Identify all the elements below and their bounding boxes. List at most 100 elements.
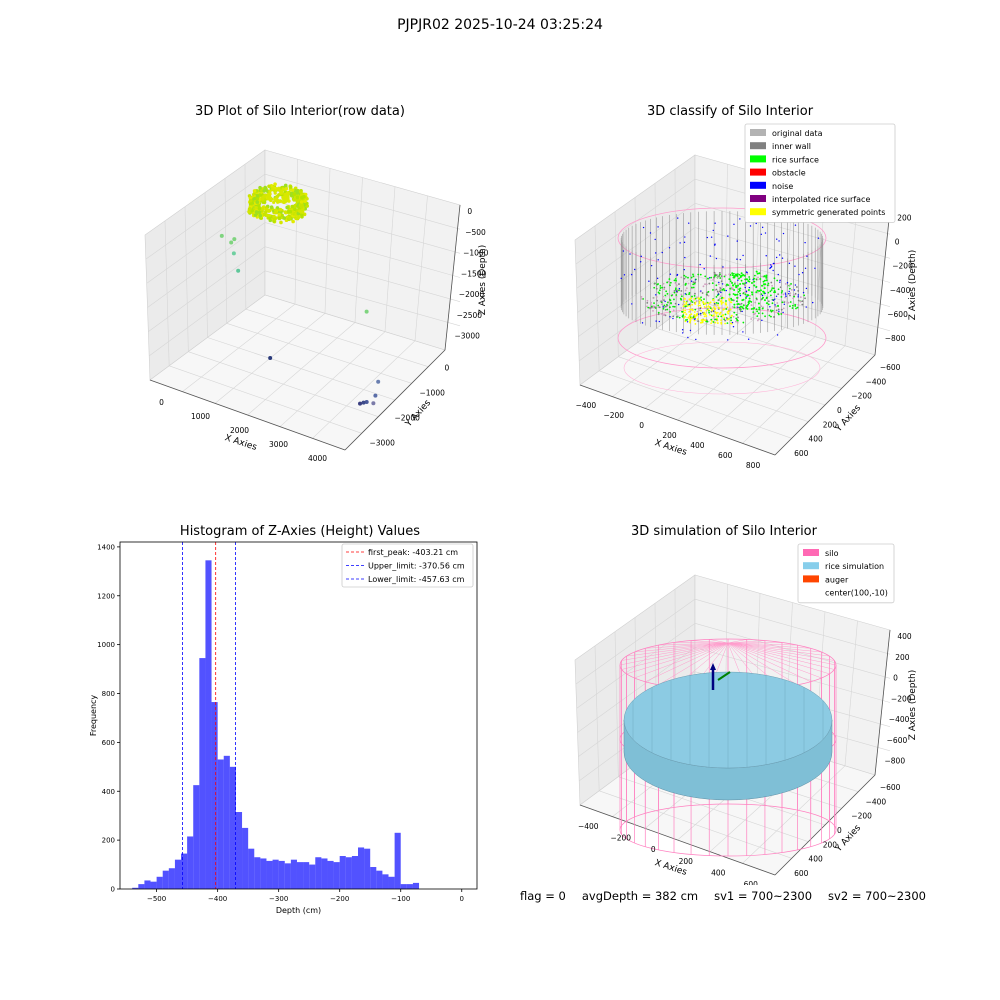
symmetric-point [724,302,727,305]
symmetric-point [694,301,697,304]
symmetric-point [683,316,686,319]
classified-point [678,283,680,285]
y-tick-label: 0 [445,364,450,373]
noise-point [684,293,687,295]
histogram-title: Histogram of Z-Axies (Height) Values [179,524,421,539]
rice-ring-point [261,206,266,211]
y-tick-label: −600 [880,783,901,792]
classified-point [761,275,764,278]
silo-roof-wire [658,642,729,646]
histogram-bar [138,884,145,889]
classified-point [723,275,726,278]
classified-point [694,308,697,311]
rice-surface-point [763,275,766,278]
y-tick-label: 200 [102,837,115,845]
y-tick-label: 800 [102,690,115,698]
legend-label: symmetric generated points [772,208,885,217]
symmetric-point [714,307,717,310]
z-tick-label: −500 [465,228,486,237]
noise-point [662,306,664,308]
classified-point [742,321,745,324]
silo-roof-wire [621,642,729,661]
noise-point [683,241,686,244]
histogram-bar [364,848,371,889]
noise-point [794,224,797,226]
classified-point [694,281,697,284]
classified-point [664,294,667,297]
rice-ring-point [278,207,283,212]
classified-point [652,310,654,312]
classified-point [701,292,704,294]
classified-point [709,307,712,310]
histogram-bar [303,862,310,889]
noise-point [778,254,781,256]
classified-point [737,316,739,319]
classified-point [683,274,686,277]
legend-swatch [750,155,766,163]
grid-line [354,177,363,323]
classified-point [791,307,794,309]
classified-point [731,305,734,308]
noise-point [655,320,657,322]
classified-point [763,284,765,287]
rice-surface-point [747,301,750,304]
histogram-bar [351,856,358,889]
center-arrow-icon [710,663,716,670]
classified-point [710,276,713,279]
classified-point [784,296,787,299]
classified-point [748,276,751,278]
histogram-bar [412,882,420,889]
y-tick-label: 1400 [97,543,115,551]
noise-point [784,294,787,296]
avg-depth-text: avgDepth = 382 cm [581,889,699,903]
histogram-bar [181,853,188,889]
classified-point [674,282,677,285]
rice-ring-point [282,216,287,220]
x-tick-label: 2000 [230,426,249,435]
silo-roof-wire [727,639,747,644]
histogram-bar [156,876,163,889]
classified-point [692,275,695,278]
noise-point [760,233,762,236]
classified-point [682,303,684,306]
classified-point [736,283,739,286]
classified-point [673,305,676,308]
classified-point [653,302,655,305]
y-tick-label: 600 [102,739,115,747]
classified-point [754,301,757,304]
classified-point [770,281,773,284]
symmetric-point [716,311,719,314]
grid-line [694,598,891,655]
noise-point [699,263,701,266]
classified-point [678,316,681,319]
classified-point [732,315,735,318]
classified-point [769,290,772,293]
noise-point [712,229,714,232]
symmetric-point [691,303,694,306]
classified-point [707,290,710,293]
classified-point [756,278,759,281]
classified-point [674,288,677,291]
rice-surface-point [747,294,750,297]
rice-ring-point [283,210,288,214]
rice-surface-point [733,306,736,309]
noise-point [727,339,729,341]
classified-point [652,297,655,299]
classified-point [755,298,758,301]
rice-ring-point [257,206,262,211]
classified-point [753,274,756,277]
z-axis-line [874,209,891,356]
rice-ring-point [288,209,293,214]
outlier-point [364,309,369,314]
classified-point [681,315,684,318]
auger-marker [717,671,731,681]
x-tick-label: −400 [576,401,597,410]
classified-point [650,301,652,304]
x-tick-label: −200 [603,411,624,420]
classified-point [804,297,806,300]
classified-point [789,294,791,297]
classified-point [666,304,669,307]
z-tick-label: −3000 [455,332,481,341]
classified-point [714,318,717,321]
classified-point [756,289,759,292]
